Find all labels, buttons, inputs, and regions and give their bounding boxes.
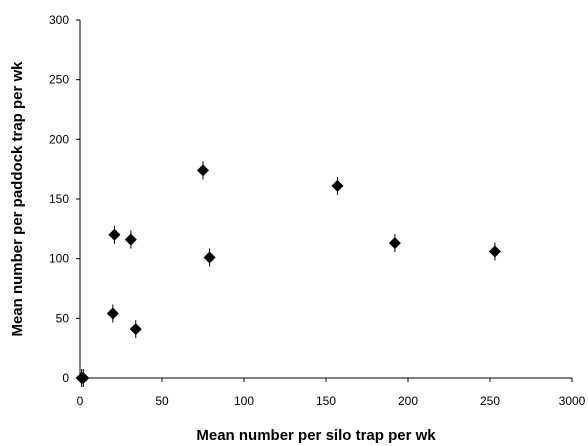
x-tick-label: 100 [234, 394, 254, 408]
point-marker [106, 307, 119, 320]
y-tick-label: 250 [49, 73, 69, 87]
data-points [75, 161, 501, 387]
data-point [124, 230, 137, 249]
data-point [203, 248, 216, 267]
y-tick-label: 50 [56, 311, 70, 325]
y-tick-label: 150 [49, 192, 69, 206]
point-marker [124, 233, 137, 246]
y-tick-label: 200 [49, 132, 69, 146]
y-axis: 0 50 100 150 200 250 300 [49, 13, 81, 385]
point-marker [197, 164, 209, 177]
y-tick-label: 0 [62, 371, 69, 385]
point-marker [203, 251, 216, 264]
x-tick-label: 0 [77, 394, 84, 408]
data-point [129, 320, 142, 339]
point-marker [488, 245, 501, 258]
y-axis-title: Mean number per paddock trap per wk [9, 61, 26, 337]
y-tick-label: 300 [49, 13, 69, 27]
data-point [488, 242, 501, 261]
x-tick-label: 3000 [559, 394, 586, 408]
x-tick-label: 200 [398, 394, 418, 408]
data-point [388, 234, 401, 253]
point-marker [108, 228, 121, 241]
x-tick-label: 250 [480, 394, 500, 408]
y-tick-label: 100 [49, 252, 69, 266]
data-point [197, 161, 209, 180]
x-axis-title: Mean number per silo trap per wk [196, 427, 436, 444]
point-marker [331, 179, 344, 192]
x-axis: 0 50 100 150 200 250 3000 [77, 377, 586, 408]
data-point [77, 369, 90, 387]
x-tick-label: 50 [155, 394, 169, 408]
data-point [108, 225, 121, 244]
x-tick-label: 150 [316, 394, 336, 408]
point-marker [388, 237, 401, 250]
data-point [106, 304, 119, 323]
point-marker [129, 323, 142, 336]
point-marker [77, 372, 90, 384]
data-point [331, 176, 344, 195]
